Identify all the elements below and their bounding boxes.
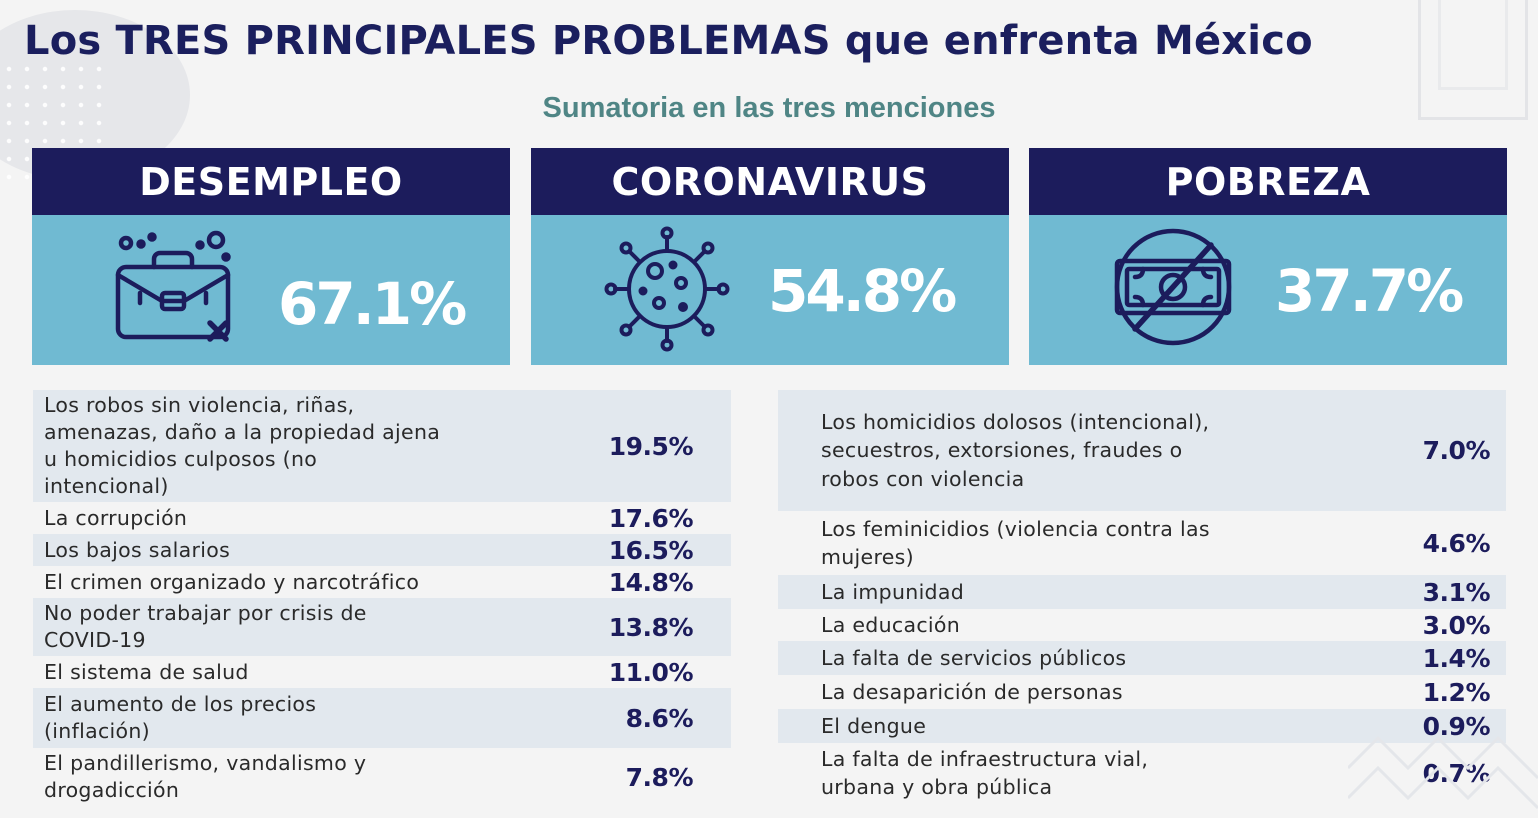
table-row: Los homicidios dolosos (intencional), se… (778, 390, 1506, 511)
background-frame-inner (1438, 0, 1508, 90)
virus-icon (604, 226, 730, 352)
row-label: El pandillerismo, vandalismo y drogadicc… (44, 751, 367, 802)
row-value: 8.6% (625, 703, 694, 733)
right-table: Los homicidios dolosos (intencional), se… (778, 390, 1506, 810)
card-body: 67.1% (32, 215, 510, 365)
row-value: 13.8% (608, 612, 694, 642)
row-label: El aumento de los precios (inflación) (44, 692, 317, 743)
left-table: Los robos sin violencia, riñas, amenazas… (33, 390, 731, 810)
table-row: La impunidad 3.1% (778, 575, 1506, 609)
page-title: Los TRES PRINCIPALES PROBLEMAS que enfre… (24, 18, 1313, 64)
briefcase-icon (115, 230, 231, 342)
row-value: 3.1% (1422, 577, 1491, 607)
table-row: Los feminicidios (violencia contra las m… (778, 511, 1506, 575)
row-value: 11.0% (608, 657, 694, 687)
row-label: Los robos sin violencia, riñas, amenazas… (44, 393, 441, 498)
row-label: El dengue (821, 713, 927, 738)
card-body: 54.8% (531, 215, 1009, 365)
row-label: La falta de servicios públicos (821, 645, 1127, 670)
row-label: El crimen organizado y narcotráfico (44, 569, 420, 594)
card-coronavirus: CORONAVIRUS 54.8% (531, 148, 1009, 365)
row-value: 7.0% (1422, 436, 1491, 465)
table-row: Los bajos salarios 16.5% (33, 534, 731, 566)
table-row: El sistema de salud 11.0% (33, 656, 731, 688)
row-label: El sistema de salud (44, 659, 249, 684)
card-value: 67.1% (278, 270, 467, 338)
table-row: La falta de servicios públicos 1.4% (778, 641, 1506, 675)
decorative-chevrons (1348, 735, 1538, 810)
table-row: No poder trabajar por crisis de COVID-19… (33, 598, 731, 656)
row-value: 16.5% (608, 535, 694, 565)
row-value: 3.0% (1422, 610, 1491, 640)
row-value: 0.9% (1422, 711, 1491, 741)
row-label: Los bajos salarios (44, 537, 231, 562)
table-row: El dengue 0.9% (778, 709, 1506, 743)
no-money-icon (1114, 228, 1232, 346)
card-title: POBREZA (1029, 148, 1507, 215)
row-label: No poder trabajar por crisis de COVID-19 (44, 601, 367, 652)
row-value: 19.5% (608, 431, 694, 461)
row-value: 4.6% (1422, 528, 1491, 558)
table-row: El pandillerismo, vandalismo y drogadicc… (33, 748, 731, 806)
table-row: La corrupción 17.6% (33, 502, 731, 534)
card-title: DESEMPLEO (32, 148, 510, 215)
card-body: 37.7% (1029, 215, 1507, 365)
row-value: 1.4% (1422, 643, 1491, 673)
row-label: La desaparición de personas (821, 679, 1123, 704)
row-value: 1.2% (1422, 677, 1491, 707)
table-row: El aumento de los precios (inflación) 8.… (33, 688, 731, 748)
page-subtitle: Sumatoria en las tres menciones (542, 92, 996, 124)
table-row: La falta de infraestructura vial, urbana… (778, 743, 1506, 803)
row-value: 7.8% (625, 762, 694, 792)
row-label: La falta de infraestructura vial, urbana… (821, 746, 1149, 800)
card-value: 37.7% (1275, 257, 1464, 325)
card-pobreza: POBREZA 37.7% (1029, 148, 1507, 365)
row-label: Los feminicidios (violencia contra las m… (821, 516, 1210, 570)
row-label: La corrupción (44, 505, 188, 530)
row-value: 14.8% (608, 567, 694, 597)
row-value: 17.6% (608, 503, 694, 533)
row-label: La impunidad (821, 579, 965, 604)
table-row: El crimen organizado y narcotráfico 14.8… (33, 566, 731, 598)
row-label: Los homicidios dolosos (intencional), se… (821, 409, 1210, 491)
table-row: La educación 3.0% (778, 609, 1506, 641)
row-label: La educación (821, 612, 961, 637)
table-row: La desaparición de personas 1.2% (778, 675, 1506, 709)
card-title: CORONAVIRUS (531, 148, 1009, 215)
card-value: 54.8% (768, 257, 957, 325)
card-desempleo: DESEMPLEO 67.1% (32, 148, 510, 365)
table-row: Los robos sin violencia, riñas, amenazas… (33, 390, 731, 502)
